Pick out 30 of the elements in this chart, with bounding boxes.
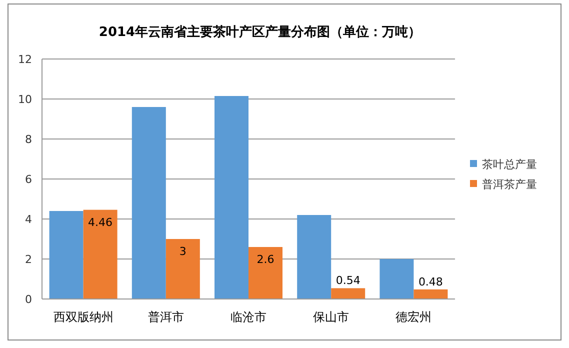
data-label: 0.48: [418, 275, 443, 288]
y-tick-label: 10: [18, 93, 32, 106]
bar: [331, 288, 366, 299]
bar: [49, 211, 84, 299]
y-tick-label: 8: [25, 133, 32, 146]
y-tick-label: 6: [25, 173, 32, 186]
bar: [248, 247, 282, 299]
bar: [83, 210, 118, 299]
chart-title: 2014年云南省主要茶叶产区产量分布图（单位：万吨）: [98, 24, 422, 40]
legend-label: 茶叶总产量: [482, 158, 537, 171]
data-label: 4.46: [88, 216, 113, 229]
y-tick-label: 2: [25, 253, 32, 266]
y-tick-label: 4: [25, 213, 32, 226]
bar: [297, 215, 332, 299]
data-label: 2.6: [256, 253, 274, 266]
y-tick-label: 12: [18, 53, 32, 66]
bar: [166, 239, 200, 299]
y-tick-label: 0: [25, 293, 32, 306]
legend-label: 普洱茶产量: [482, 178, 537, 191]
x-tick-label: 临沧市: [230, 310, 266, 324]
x-tick-label: 西双版纳州: [53, 310, 114, 324]
bar: [132, 107, 166, 299]
bar: [414, 289, 448, 299]
x-tick-label: 普洱市: [148, 310, 184, 324]
bar: [380, 259, 414, 299]
data-label: 3: [179, 245, 186, 258]
bar: [214, 96, 248, 299]
data-label: 0.54: [336, 274, 360, 288]
x-tick-label: 德宏州: [396, 310, 432, 324]
x-tick-label: 保山市: [313, 310, 350, 324]
